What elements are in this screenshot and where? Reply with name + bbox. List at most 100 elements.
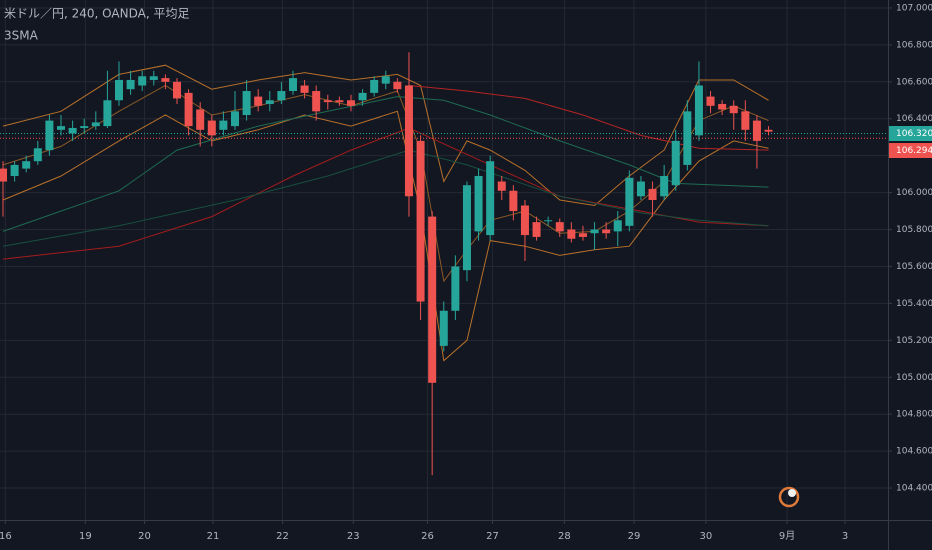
candle-body: [428, 216, 437, 383]
candle-body: [277, 91, 286, 101]
candle-body: [80, 126, 89, 128]
candle-body: [57, 126, 66, 130]
candle-body: [10, 164, 19, 176]
x-tick-label: 30: [700, 531, 713, 542]
x-tick-label: 19: [79, 531, 92, 542]
y-tick-label: 105.000: [896, 373, 932, 383]
y-tick-label: 104.600: [896, 447, 932, 457]
candle-body: [729, 105, 738, 114]
candles: [0, 52, 773, 476]
candle-body: [660, 175, 669, 197]
x-tick-label: 16: [0, 531, 12, 542]
candle-body: [567, 229, 576, 239]
candle-body: [752, 120, 761, 141]
candle-body: [555, 222, 564, 232]
candle-body: [230, 111, 239, 127]
candle-body: [462, 185, 471, 271]
indicator-name: 3SMA: [4, 29, 39, 43]
price-label-box: [889, 143, 932, 159]
chart-title: 米ドル／円, 240, OANDA, 平均足: [4, 7, 189, 21]
x-tick-label: 27: [486, 531, 499, 542]
candle-body: [486, 161, 495, 236]
candle-body: [254, 96, 263, 106]
candle-body: [381, 76, 390, 84]
x-tick-label: 22: [276, 531, 289, 542]
candle-body: [242, 91, 251, 116]
y-tick-label: 106.600: [896, 77, 932, 87]
candle-body: [416, 140, 425, 302]
y-tick-label: 106.800: [896, 40, 932, 50]
candle-body: [172, 81, 181, 99]
x-tick-label: 23: [347, 531, 360, 542]
candle-body: [648, 188, 657, 200]
candle-body: [0, 168, 8, 182]
candle-body: [149, 76, 158, 80]
candle-body: [451, 266, 460, 311]
indicator-line: [2, 96, 769, 232]
candle-body: [741, 111, 750, 130]
candle-body: [602, 229, 611, 234]
candle-body: [474, 175, 483, 232]
candle-body: [68, 127, 77, 134]
y-tick-label: 105.200: [896, 336, 932, 346]
candle-body: [300, 85, 309, 93]
candle-body: [671, 140, 680, 186]
candle-body: [219, 120, 228, 130]
candle-body: [288, 78, 297, 92]
candle-body: [718, 103, 727, 110]
y-tick-label: 105.600: [896, 262, 932, 272]
candle-body: [370, 79, 379, 93]
candle-body: [706, 96, 715, 106]
x-tick-label: 21: [207, 531, 220, 542]
x-tick-label: 9月: [779, 530, 795, 542]
y-tick-label: 106.000: [896, 188, 932, 198]
candle-body: [578, 233, 587, 237]
candle-body: [33, 148, 42, 162]
candle-body: [613, 220, 622, 232]
x-tick-label: 20: [138, 531, 151, 542]
y-tick-label: 107.000: [896, 3, 932, 13]
candle-body: [265, 100, 274, 104]
candle-body: [683, 111, 692, 165]
candle-body: [103, 100, 112, 127]
candle-body: [161, 78, 170, 82]
price-label: 106.320: [896, 129, 932, 139]
x-tick-label: 28: [558, 531, 571, 542]
y-tick-label: 104.400: [896, 484, 932, 494]
candle-body: [91, 122, 100, 127]
logo[interactable]: [778, 486, 800, 508]
candle-body: [115, 79, 124, 101]
candle-body: [404, 85, 413, 197]
candle-body: [22, 161, 31, 169]
logo-ring[interactable]: [778, 486, 800, 508]
candle-body: [694, 85, 703, 136]
price-label: 106.294: [896, 146, 932, 156]
logo-dot[interactable]: [788, 489, 796, 497]
candle-body: [323, 100, 332, 103]
candle-body: [497, 181, 506, 191]
y-tick-label: 104.800: [896, 410, 932, 420]
y-tick-label: 106.400: [896, 114, 932, 124]
candle-body: [138, 76, 147, 86]
candle-body: [335, 100, 344, 103]
y-tick-label: 105.800: [896, 225, 932, 235]
indicator-line: [2, 149, 769, 247]
candle-body: [312, 91, 321, 112]
candle-body: [358, 92, 367, 101]
candle-body: [196, 109, 205, 130]
candle-body: [45, 120, 54, 151]
candle-body: [184, 92, 193, 127]
y-tick-label: 105.400: [896, 299, 932, 309]
candle-body: [764, 129, 773, 132]
price-label-box: [889, 126, 932, 142]
candle-body: [590, 229, 599, 234]
candle-body: [439, 310, 448, 346]
candle-body: [532, 222, 541, 237]
candle-body: [393, 81, 402, 90]
x-tick-label: 3: [842, 531, 848, 542]
candle-body: [509, 190, 518, 212]
candle-body: [126, 79, 135, 90]
candle-body: [625, 177, 634, 226]
